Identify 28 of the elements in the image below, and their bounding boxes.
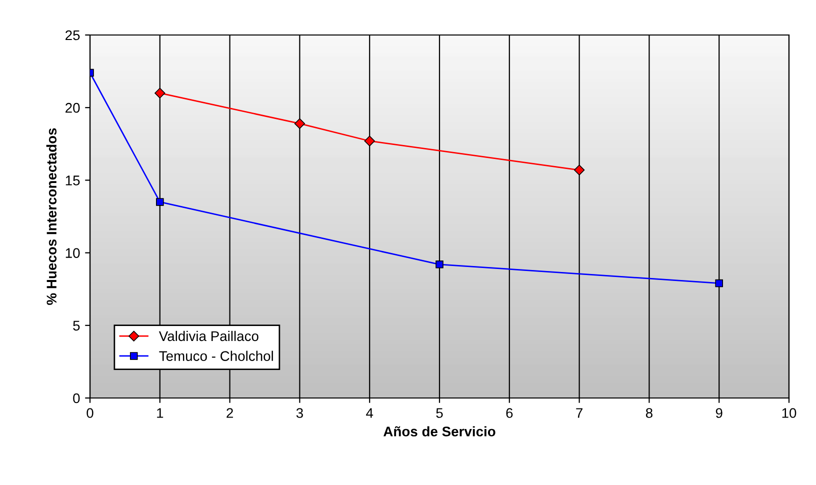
y-tick-label: 25 (66, 30, 80, 40)
x-tick-label: 1 (157, 408, 164, 418)
x-tick-label: 2 (226, 408, 233, 418)
x-tick-label: 9 (716, 408, 722, 418)
point (436, 260, 444, 268)
point (574, 164, 585, 176)
point (156, 198, 164, 206)
y-tick-label: 0 (73, 393, 80, 404)
point (294, 118, 306, 129)
point (154, 88, 166, 98)
legend-label: Valdivia Paillaco (158, 330, 258, 342)
x-tick-label: 4 (366, 408, 374, 418)
y-tick-label: 20 (66, 102, 80, 113)
x-tick-label: 7 (576, 408, 582, 418)
point (715, 279, 723, 288)
x-tick-label: 5 (436, 408, 443, 418)
x-tick-label: 8 (646, 408, 652, 418)
y-tick-label: 5 (73, 320, 80, 331)
x-tick-label: 3 (296, 408, 303, 418)
y-tick-label: 10 (66, 248, 80, 258)
x-tick-label: 10 (782, 408, 796, 418)
point (364, 136, 375, 146)
y-axis-title: % Huecos Interconectados (46, 128, 57, 305)
x-tick-label: 6 (506, 408, 513, 418)
legend-label: Temuco - Cholchol (159, 350, 273, 361)
x-axis-title: Años de Servicio (384, 426, 496, 436)
y-tick-label: 15 (66, 176, 80, 186)
x-tick-label: 0 (86, 408, 94, 418)
